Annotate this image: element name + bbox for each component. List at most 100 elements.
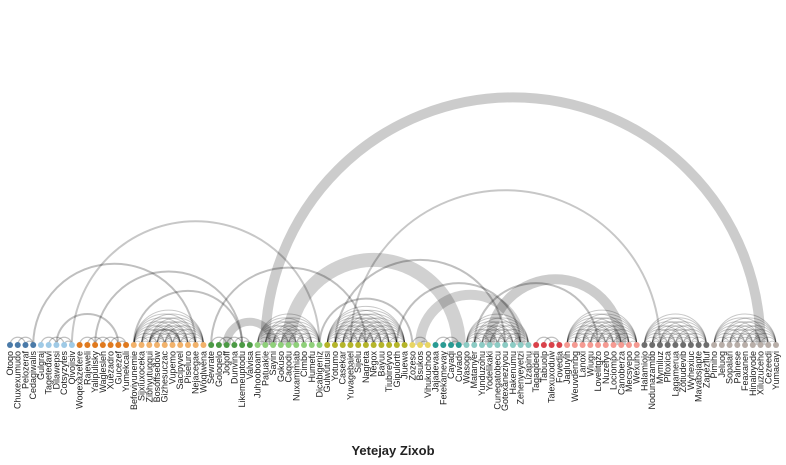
node-label: Sopalari <box>725 351 735 384</box>
node-label: Bayuu <box>376 351 386 377</box>
node-label: Zehenyeyetzi <box>516 351 526 405</box>
node-dot <box>424 342 431 348</box>
link-arc <box>752 333 777 346</box>
link-arc <box>713 325 754 346</box>
node-label: Lagamerua <box>670 351 680 397</box>
node-dot <box>602 342 609 348</box>
node-label: Tabuolp <box>539 351 549 383</box>
node-dot <box>734 342 741 348</box>
node-label: Dilawepsi <box>51 351 61 390</box>
node-dot <box>556 342 563 348</box>
link-arc <box>729 321 777 346</box>
node-dot <box>486 342 493 348</box>
link-arc <box>133 317 189 346</box>
node-label: Likemeuptodu <box>237 351 247 408</box>
link-arc <box>70 220 321 346</box>
link-arc <box>496 333 522 346</box>
node-dot <box>502 342 509 348</box>
node-label: Waglesleh <box>98 351 108 393</box>
link-arc <box>357 329 390 346</box>
link-arc <box>342 313 406 346</box>
node-label: Valvisa <box>245 351 255 379</box>
link-arc <box>643 325 684 346</box>
node-dot <box>316 342 323 348</box>
node-dot <box>84 342 91 348</box>
link-arc <box>288 332 313 346</box>
link-arc <box>574 333 599 346</box>
link-arc <box>597 325 638 346</box>
node-label: Cotsyzytes <box>59 351 69 396</box>
node-label: Yunduzohu <box>477 351 487 396</box>
link-arc <box>357 325 398 346</box>
link-arc <box>574 313 638 346</box>
node-label: Sayini <box>268 351 278 376</box>
node-dot <box>107 342 114 348</box>
node-label: Palnese <box>732 351 742 384</box>
node-dot <box>115 342 122 348</box>
node-dot <box>533 342 540 348</box>
node-dot <box>571 342 578 348</box>
link-arc <box>148 317 204 346</box>
node-label: Xiluzuceho <box>756 351 766 395</box>
node-dot <box>656 342 663 348</box>
node-dot <box>37 342 44 348</box>
link-arc <box>326 329 359 346</box>
node-dot <box>254 342 261 348</box>
node-label: Cezeedi <box>763 351 773 384</box>
link-arc <box>349 329 382 346</box>
node-dot <box>270 342 277 348</box>
link-arc <box>566 317 622 346</box>
link-arc <box>582 325 622 346</box>
node-label: Pifoxica <box>663 351 673 383</box>
link-arc <box>334 309 406 346</box>
link-arc <box>473 321 522 346</box>
node-dot <box>138 342 145 348</box>
link-arc <box>380 333 406 346</box>
link-arc <box>141 325 181 346</box>
link-arc <box>643 317 700 346</box>
link-arc <box>257 333 282 346</box>
node-dot <box>14 342 21 348</box>
link-arc <box>342 321 390 346</box>
arc-layer <box>9 92 777 346</box>
node-dot <box>432 342 439 348</box>
node-label: Lanoxi <box>578 351 588 378</box>
link-arc <box>605 329 638 346</box>
node-label: Fovedja <box>554 351 564 383</box>
node-label: Casekar <box>338 351 348 385</box>
node-dot <box>215 342 222 348</box>
node-dot <box>718 342 725 348</box>
node-label: Jogoff <box>222 351 232 376</box>
link-arc <box>659 321 707 346</box>
node-dot <box>579 342 586 348</box>
link-arc <box>32 262 197 346</box>
link-arc <box>334 333 359 346</box>
link-arc <box>210 266 367 346</box>
link-arc <box>133 321 181 346</box>
link-arc <box>674 329 707 346</box>
link-arc <box>597 332 622 346</box>
link-arc <box>466 313 529 346</box>
link-arc <box>326 305 406 346</box>
link-arc <box>667 333 692 346</box>
node-label: Jagluyih <box>562 351 572 384</box>
link-arc <box>659 325 700 346</box>
node-dot <box>293 342 300 348</box>
node-label: Wasogo <box>462 351 472 384</box>
link-arc <box>94 270 244 346</box>
link-arc <box>721 333 746 346</box>
node-label: Cedagiwalis <box>28 351 38 400</box>
link-arc <box>466 317 522 346</box>
node-label: Gulwutuisi <box>322 351 332 393</box>
node-dot <box>61 342 68 348</box>
link-arc <box>334 313 398 346</box>
node-dot <box>478 342 485 348</box>
link-arc <box>744 329 777 346</box>
link-arc <box>651 329 684 346</box>
node-dot <box>471 342 478 348</box>
link-arc <box>574 321 622 346</box>
node-label: Tagetedavi <box>44 351 54 395</box>
node-dot <box>695 342 702 348</box>
node-dot <box>231 342 238 348</box>
node-dot <box>208 342 215 348</box>
